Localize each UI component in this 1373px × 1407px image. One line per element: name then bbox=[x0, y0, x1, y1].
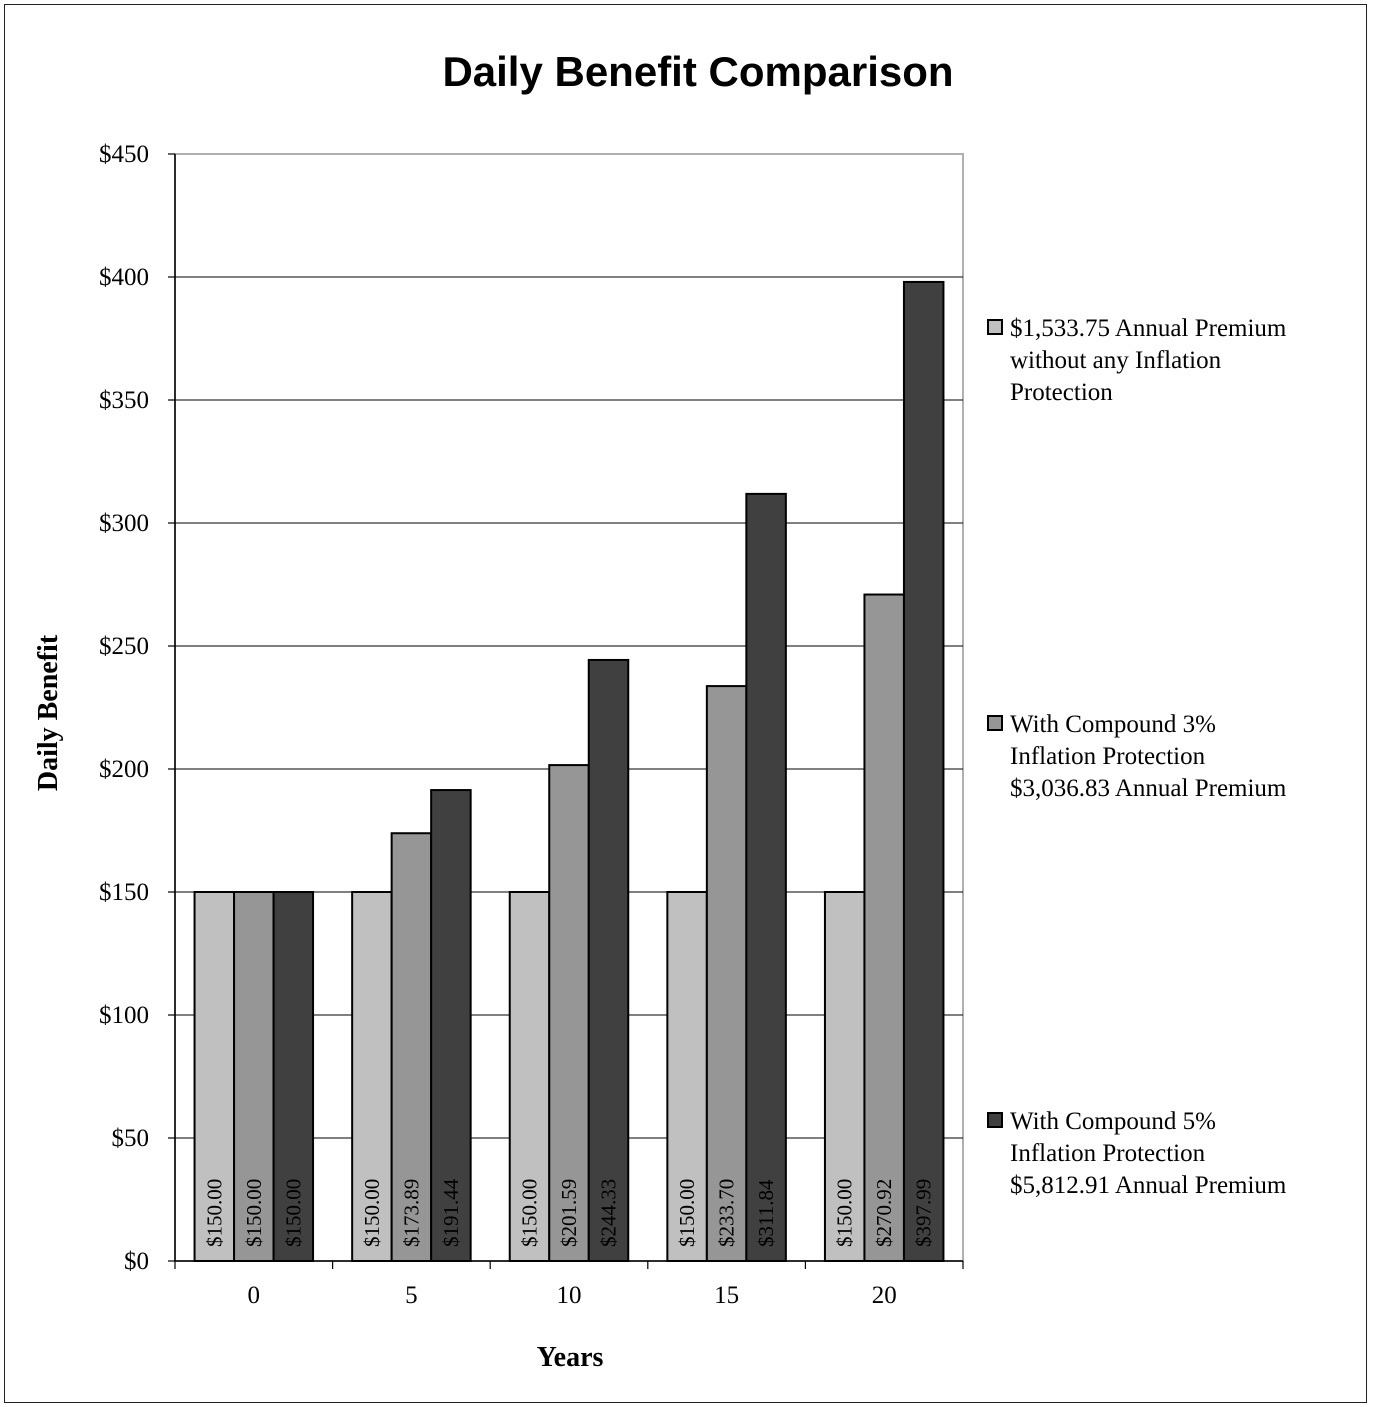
legend-label: $3,036.83 Annual Premium bbox=[1010, 775, 1287, 802]
bar-data-label: $150.00 bbox=[202, 1179, 226, 1247]
legend-label: without any Inflation bbox=[1010, 347, 1222, 374]
bar bbox=[863, 593, 905, 1262]
plot-area: $0 $50 $100 $150 $200 $250 $300 $350 $400 $450 0 $1… bbox=[99, 141, 964, 1309]
x-tick-label: 5 bbox=[405, 1282, 418, 1309]
bar-data-label: $311.84 bbox=[754, 1179, 778, 1247]
legend-swatch bbox=[987, 319, 1003, 335]
y-axis-title: Daily Benefit bbox=[33, 634, 64, 791]
legend-label: Inflation Protection bbox=[1010, 1140, 1206, 1167]
x-tick-label: 15 bbox=[714, 1282, 739, 1309]
bar bbox=[823, 891, 866, 1262]
legend-swatch bbox=[987, 715, 1003, 731]
bar-data-label: $150.00 bbox=[360, 1179, 384, 1247]
bar bbox=[745, 492, 787, 1262]
y-tick-label: $150 bbox=[99, 879, 149, 906]
legend-label: With Compound 5% bbox=[1010, 1108, 1216, 1135]
y-tick-label: $200 bbox=[99, 756, 149, 783]
bar-data-label: $201.59 bbox=[557, 1179, 581, 1247]
bar-data-label: $150.00 bbox=[833, 1179, 857, 1247]
bar bbox=[705, 685, 748, 1262]
x-tick-label: 0 bbox=[248, 1282, 261, 1309]
bar bbox=[193, 891, 236, 1262]
x-axis-title: Years bbox=[537, 1342, 604, 1373]
legend: $1,533.75 Annual Premium without any Infl… bbox=[987, 315, 1287, 1199]
x-tick-label: 20 bbox=[872, 1282, 897, 1309]
y-tick-label: $350 bbox=[99, 387, 149, 414]
y-tick-label: $450 bbox=[99, 141, 149, 168]
y-tick-label: $50 bbox=[112, 1125, 150, 1152]
bar bbox=[351, 891, 393, 1262]
chart-title: Daily Benefit Comparison bbox=[442, 48, 953, 95]
y-tick-label: $250 bbox=[99, 633, 149, 660]
bar-data-label: $150.00 bbox=[242, 1179, 266, 1247]
bar bbox=[587, 658, 630, 1262]
bar-data-label: $233.70 bbox=[715, 1179, 739, 1247]
bar bbox=[902, 280, 945, 1263]
legend-label: $5,812.91 Annual Premium bbox=[1010, 1172, 1287, 1199]
y-tick-label: $300 bbox=[99, 510, 149, 537]
legend-label: With Compound 3% bbox=[1010, 711, 1216, 738]
legend-swatch bbox=[987, 1112, 1003, 1128]
x-tick-label: 10 bbox=[557, 1282, 582, 1309]
bar bbox=[272, 891, 315, 1262]
bar-data-label: $397.99 bbox=[912, 1179, 936, 1247]
bar bbox=[666, 891, 708, 1262]
bar-data-label: $150.00 bbox=[281, 1179, 305, 1247]
bar-data-label: $150.00 bbox=[675, 1179, 699, 1247]
bar bbox=[548, 764, 590, 1263]
bar-data-label: $270.92 bbox=[872, 1179, 896, 1247]
bar-data-label: $191.44 bbox=[439, 1178, 463, 1247]
bar-data-label: $244.33 bbox=[597, 1179, 621, 1247]
bar bbox=[233, 891, 275, 1262]
bar-data-label: $150.00 bbox=[518, 1179, 542, 1247]
y-tick-label: $0 bbox=[124, 1248, 149, 1275]
bar-data-label: $173.89 bbox=[399, 1179, 423, 1247]
y-tick-label: $100 bbox=[99, 1002, 149, 1029]
legend-label: $1,533.75 Annual Premium bbox=[1010, 315, 1287, 342]
bar bbox=[390, 832, 433, 1262]
legend-label: Inflation Protection bbox=[1010, 743, 1206, 770]
bar bbox=[430, 789, 472, 1263]
legend-label: Protection bbox=[1010, 379, 1113, 406]
y-tick-label: $400 bbox=[99, 264, 149, 291]
